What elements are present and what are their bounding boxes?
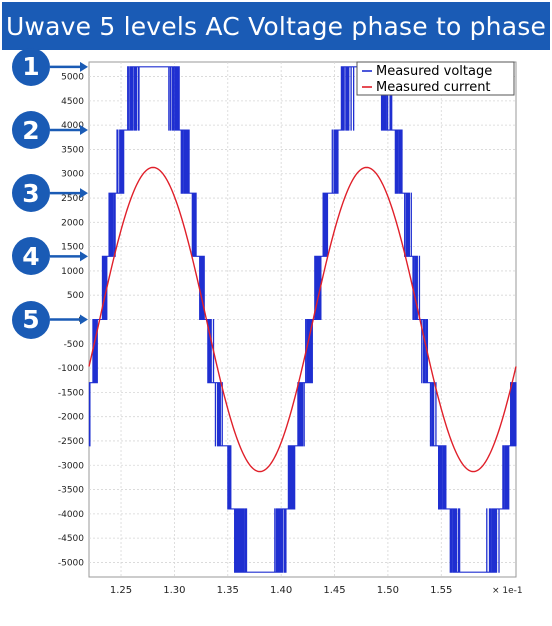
y-tick-label: 1500: [61, 243, 84, 253]
marker-arrow-head: [80, 314, 88, 325]
x-tick-label: 1.30: [163, 585, 185, 596]
marker-arrow-head: [80, 61, 88, 72]
y-tick-label: -4000: [58, 510, 84, 520]
y-tick-label: -3000: [58, 461, 84, 471]
level-marker-badge: 4: [12, 237, 50, 276]
y-tick-label: -1000: [58, 364, 84, 374]
y-tick-label: 500: [67, 291, 84, 301]
legend-current-label: Measured current: [376, 80, 491, 95]
y-tick-label: 3500: [61, 145, 84, 155]
y-tick-label: -3500: [58, 486, 84, 496]
x-multiplier-label: × 1e-1: [492, 586, 523, 596]
y-tick-label: 5000: [61, 73, 84, 83]
y-tick-label: 2000: [61, 218, 84, 228]
x-tick-label: 1.55: [430, 585, 452, 596]
y-tick-label: 4500: [61, 97, 84, 107]
y-tick-label: 4000: [61, 121, 84, 131]
y-tick-label: 2500: [61, 194, 84, 204]
level-marker-badge: 1: [12, 47, 50, 86]
level-markers: [50, 61, 88, 325]
y-tick-label: -500: [64, 340, 85, 350]
current-line: [88, 166, 517, 473]
y-tick-label: -5000: [58, 558, 84, 568]
level-marker-badge: 3: [12, 174, 50, 213]
ticks: 5000450040003500300025002000150010005000…: [58, 73, 453, 596]
y-tick-label: 3000: [61, 170, 84, 180]
level-marker-badge: 5: [12, 300, 50, 339]
marker-arrow-head: [80, 125, 88, 136]
y-tick-label: -2500: [58, 437, 84, 447]
x-tick-label: 1.25: [110, 585, 132, 596]
legend-box: [356, 61, 515, 96]
legend: Measured voltage Measured current: [356, 61, 515, 96]
x-tick-label: 1.35: [217, 585, 239, 596]
voltage-line: [88, 66, 517, 573]
y-tick-label: -1500: [58, 388, 84, 398]
y-tick-label: -2000: [58, 413, 84, 423]
y-tick-label: -4500: [58, 534, 84, 544]
legend-voltage-label: Measured voltage: [376, 64, 492, 79]
y-tick-label: 1000: [61, 267, 84, 277]
series-layer: [88, 66, 517, 573]
marker-arrow-head: [80, 251, 88, 262]
marker-arrow-head: [80, 188, 88, 199]
x-tick-label: 1.45: [323, 585, 345, 596]
slide-title: Uwave 5 levels AC Voltage phase to phase: [2, 2, 550, 50]
level-marker-badge: 2: [12, 111, 50, 150]
x-tick-label: 1.50: [377, 585, 399, 596]
x-tick-label: 1.40: [270, 585, 292, 596]
